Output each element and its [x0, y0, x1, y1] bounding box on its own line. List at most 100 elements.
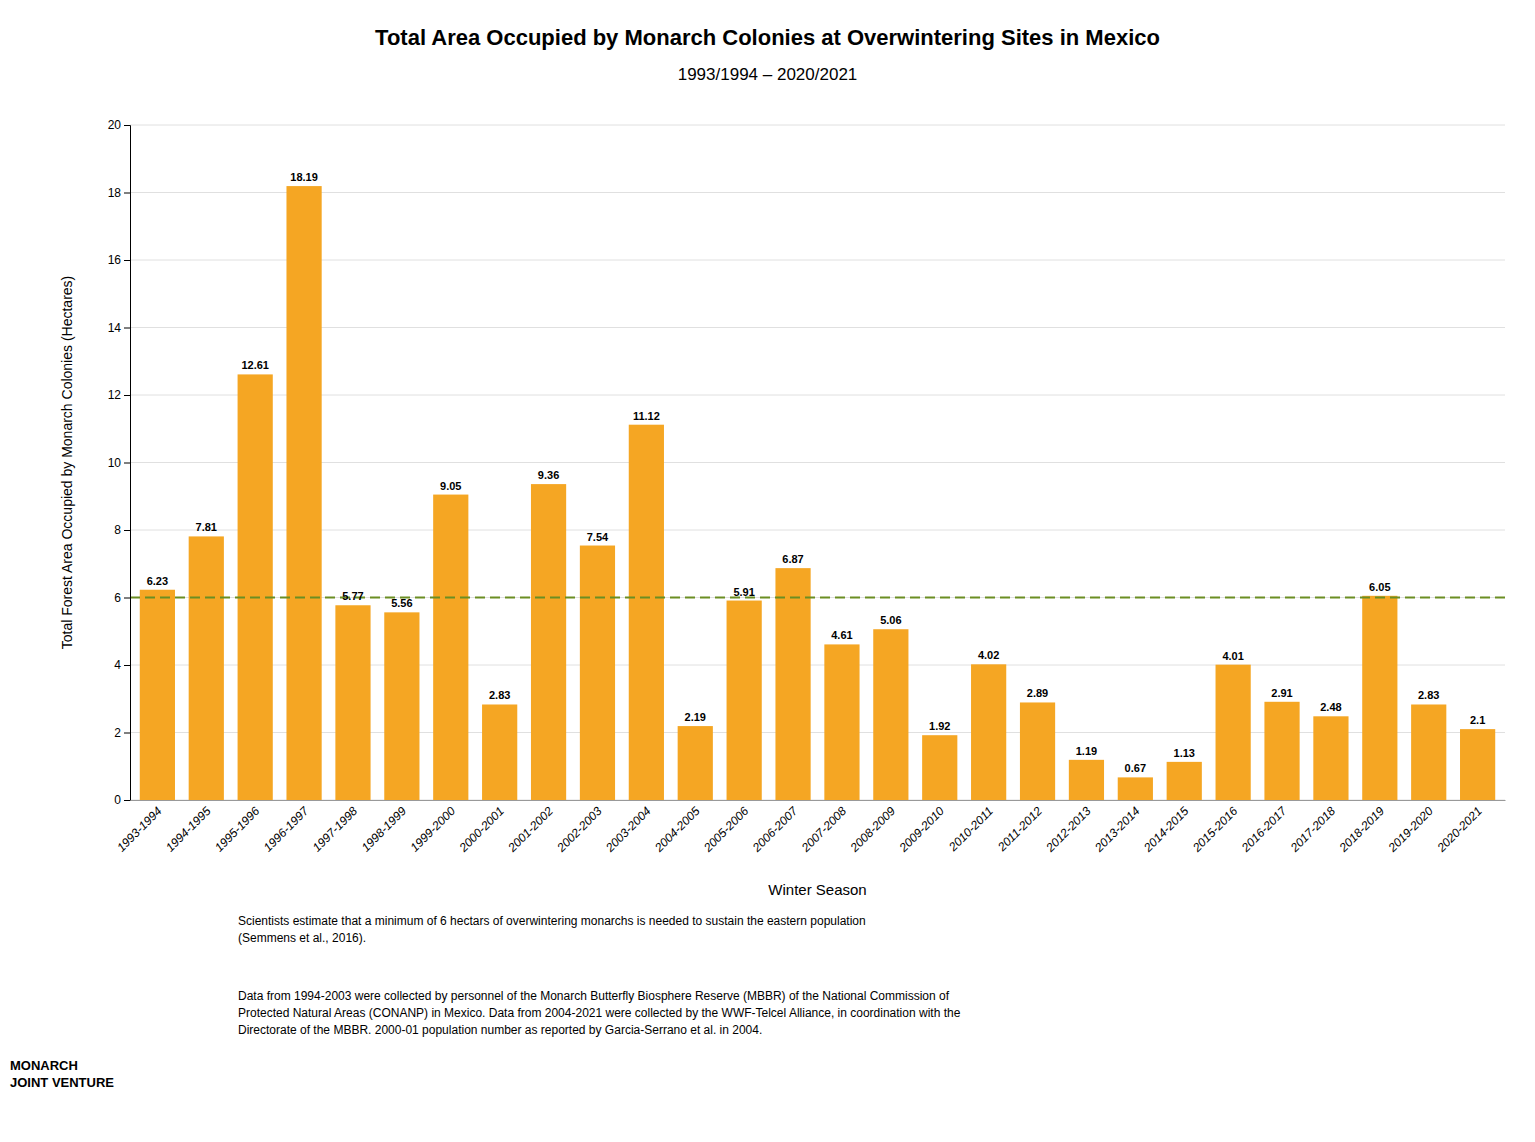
subtitle: 1993/1994 – 2020/2021 [678, 65, 858, 84]
data-label: 5.91 [733, 586, 754, 598]
y-tick-label: 6 [114, 591, 121, 605]
x-axis-line [131, 800, 1506, 801]
data-labels: 6.237.8112.6118.195.775.569.052.839.367.… [147, 171, 1486, 774]
title: Total Area Occupied by Monarch Colonies … [375, 25, 1160, 50]
data-label: 18.19 [290, 171, 318, 183]
grid-line [130, 260, 1505, 261]
x-tick-label: 2019-2020 [1385, 804, 1436, 855]
y-tick: 12 [108, 388, 130, 402]
bar [1411, 704, 1446, 800]
y-tick: 4 [114, 658, 130, 672]
footnote-line: Scientists estimate that a minimum of 6 … [238, 914, 866, 928]
y-tick: 0 [114, 793, 130, 807]
data-label: 7.81 [196, 521, 217, 533]
bar [922, 735, 957, 800]
y-tick-mark [124, 598, 130, 599]
x-tick-label: 2006-2007 [749, 803, 801, 855]
bar [482, 704, 517, 800]
x-tick-label: 2000-2001 [456, 804, 507, 855]
x-tick-label: 2015-2016 [1189, 804, 1240, 855]
y-tick: 14 [108, 321, 130, 335]
footnote: Data from 1994-2003 were collected by pe… [238, 989, 961, 1037]
bar [384, 612, 419, 800]
data-label: 12.61 [241, 359, 269, 371]
bar [727, 601, 762, 800]
data-label: 2.19 [685, 711, 706, 723]
x-tick-label: 2008-2009 [847, 804, 898, 855]
y-tick-mark [124, 530, 130, 531]
x-tick: 2011-2012 [994, 804, 1045, 855]
y-tick-label: 18 [108, 186, 122, 200]
data-label: 2.83 [489, 689, 510, 701]
data-label: 2.1 [1470, 714, 1485, 726]
y-tick-mark [124, 395, 130, 396]
data-label: 5.06 [880, 614, 901, 626]
x-tick: 2017-2018 [1287, 804, 1338, 855]
x-tick: 2002-2003 [553, 804, 604, 855]
y-tick: 10 [108, 456, 130, 470]
x-tick: 2014-2015 [1140, 804, 1191, 855]
x-tick: 2013-2014 [1091, 804, 1142, 855]
x-tick-label: 1993-1994 [114, 804, 165, 855]
x-axis-title: Winter Season [768, 881, 866, 898]
bar [1020, 702, 1055, 800]
x-tick-label: 2010-2011 [945, 804, 996, 855]
bar [140, 590, 175, 800]
grid-line [130, 192, 1505, 193]
y-tick-label: 12 [108, 388, 122, 402]
data-label: 6.05 [1369, 581, 1390, 593]
bar [1167, 762, 1202, 800]
bar [1460, 729, 1495, 800]
x-tick: 2012-2013 [1042, 804, 1093, 855]
data-label: 11.12 [633, 410, 660, 422]
grid-line [130, 395, 1505, 396]
data-label: 0.67 [1125, 762, 1146, 774]
x-tick: 2009-2010 [896, 804, 947, 855]
x-tick: 2008-2009 [847, 804, 898, 855]
data-label: 9.05 [440, 480, 461, 492]
annotation: MONARCHJOINT VENTURE [10, 1058, 114, 1090]
x-tick-label: 2020-2021 [1434, 804, 1485, 855]
y-tick: 2 [114, 726, 130, 740]
y-tick-mark [124, 193, 130, 194]
x-tick: 1993-1994 [114, 804, 165, 855]
data-label: 2.48 [1320, 701, 1341, 713]
bar [1313, 716, 1348, 800]
x-tick: 1994-1995 [163, 804, 214, 855]
x-tick: 1999-2000 [407, 804, 458, 855]
x-tick: 2005-2006 [700, 804, 751, 855]
y-tick-label: 14 [108, 321, 122, 335]
reference-line [130, 596, 1505, 598]
data-label: 4.01 [1222, 650, 1243, 662]
data-label: 1.92 [929, 720, 950, 732]
x-tick-label: 2005-2006 [700, 804, 751, 855]
x-tick-label: 2014-2015 [1140, 804, 1191, 855]
y-tick-mark [124, 125, 130, 126]
data-label: 1.19 [1076, 745, 1097, 757]
footnote-line: Data from 1994-2003 were collected by pe… [238, 989, 950, 1003]
x-tick-label: 2004-2005 [651, 804, 702, 855]
x-tick: 2015-2016 [1189, 804, 1240, 855]
bar [1264, 702, 1299, 800]
x-tick-label: 2003-2004 [602, 804, 653, 855]
x-tick-label: 2012-2013 [1042, 804, 1093, 855]
y-tick-label: 16 [108, 253, 122, 267]
data-label: 6.87 [782, 553, 803, 565]
x-tick-label: 1997-1998 [310, 804, 361, 855]
x-tick-label: 1996-1997 [261, 803, 312, 854]
y-tick-mark [124, 665, 130, 666]
data-label: 4.02 [978, 649, 999, 661]
x-tick: 2020-2021 [1434, 804, 1485, 855]
data-label: 9.36 [538, 469, 559, 481]
bar [971, 664, 1006, 800]
footnote-line: Directorate of the MBBR. 2000-01 populat… [238, 1023, 762, 1037]
y-tick-label: 2 [114, 726, 121, 740]
x-tick: 1998-1999 [359, 804, 410, 855]
data-label: 6.23 [147, 575, 168, 587]
y-tick-mark [124, 800, 130, 801]
x-tick: 2010-2011 [945, 804, 996, 855]
y-tick-label: 0 [114, 793, 121, 807]
bar [531, 484, 566, 800]
bar [775, 568, 810, 800]
y-tick: 8 [114, 523, 130, 537]
